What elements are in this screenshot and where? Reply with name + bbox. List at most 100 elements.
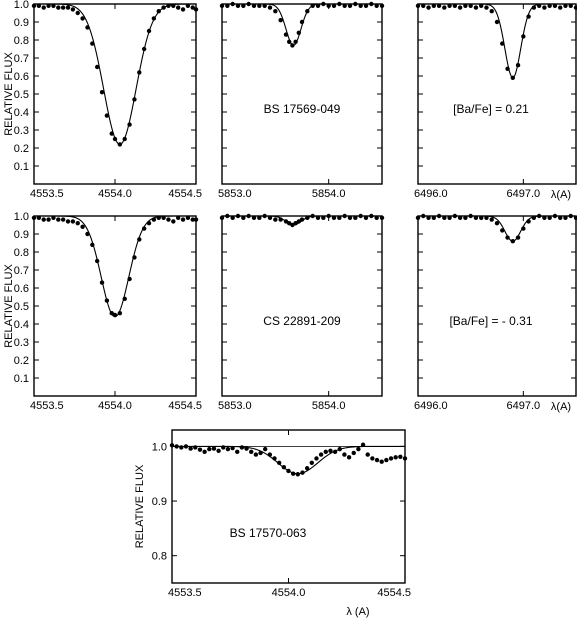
row2-panel1-point	[75, 221, 80, 226]
row1-panel1-point	[90, 41, 95, 46]
bottom-panel-point	[249, 449, 254, 455]
bottom-panel-ytick-label: 0.9	[152, 496, 167, 508]
row2-panel2-point	[267, 215, 273, 220]
row2-panel1-point	[60, 217, 66, 222]
bottom-panel-group	[169, 429, 408, 584]
bottom-panel-point	[332, 449, 338, 455]
bottom-panel-point	[365, 452, 370, 457]
row1-panel1-frame	[33, 3, 197, 185]
row2-panel2-point	[290, 222, 295, 228]
bottom-panel-point	[244, 446, 249, 451]
row2-panel1-point	[185, 215, 191, 220]
row2-abundance: [Ba/Fe] = - 0.31	[449, 314, 532, 328]
bottom-panel-point	[290, 471, 296, 476]
row1-panel1-point	[161, 5, 166, 10]
row1-panel2-point	[299, 19, 305, 25]
row2-panel3-point	[489, 217, 494, 222]
row2-panel3-point	[447, 215, 452, 220]
row2-panel3-point	[505, 235, 510, 240]
row1-panel1-ytick-label: 0.2	[14, 143, 29, 155]
bottom-panel-xtick-label: 4554.0	[272, 587, 306, 599]
row2-panel1-point	[180, 217, 186, 222]
row2-panel2-point	[287, 221, 292, 226]
row1-star-name: BS 17569-049	[264, 102, 341, 116]
row2-panel3-point	[547, 215, 552, 220]
row1-panel1-ytick-label: 0.9	[14, 17, 29, 29]
bottom-ylabel: RELATIVE FLUX	[134, 464, 146, 548]
row1-panel1-point	[94, 64, 100, 70]
row1-panel1-ytick-label: 0.7	[14, 53, 29, 65]
row2-panel1-xtick-label: 4554.5	[168, 400, 202, 412]
row1-panel3-point	[531, 5, 537, 10]
row1-panel1-point	[65, 5, 71, 10]
bottom-panel-point	[202, 449, 207, 455]
row2-panel1-point	[36, 215, 42, 220]
bottom-panel-point	[258, 450, 263, 456]
row2-panel2-xtick-label: 5854.0	[312, 400, 346, 412]
row1-panel3-point	[426, 5, 431, 10]
row2-panel1-point	[122, 296, 127, 301]
row2-xlabel: λ(A)	[551, 401, 571, 413]
row1-panel1-ytick-label: 0.6	[14, 71, 29, 83]
row1-panel1-point	[75, 10, 80, 16]
row2-ylabel: RELATIVE FLUX	[3, 264, 15, 348]
row1-panel3-point	[521, 34, 526, 39]
row2-panel1-point	[41, 217, 46, 222]
row1-panel2-point	[287, 39, 292, 44]
row2-panel1-frame	[33, 215, 197, 397]
row1-panel1-point	[99, 90, 105, 95]
row1-panel2-point	[278, 18, 283, 23]
row1-panel2-point	[267, 5, 273, 10]
row2-panel3-point	[563, 215, 568, 220]
row1-panel1-point	[137, 70, 142, 75]
row1-panel2-point	[293, 39, 298, 44]
row2-panel2-point	[296, 219, 301, 224]
row2-panel1-point	[85, 231, 90, 237]
row1-panel1-point	[104, 113, 110, 118]
row1-panel1-point	[60, 5, 66, 10]
bottom-panel-point	[388, 456, 394, 461]
bottom-panel-point	[393, 455, 398, 460]
row2-panel2-point	[278, 217, 283, 222]
row1-panel3-point	[484, 5, 489, 10]
row2-panel1-point	[46, 217, 51, 222]
bottom-panel-point	[179, 445, 184, 450]
row2-panel3-point	[457, 215, 463, 220]
bottom-panel-point	[239, 445, 245, 450]
row2-panel1-point	[132, 255, 137, 260]
row2-panel1-ytick-label: 0.5	[14, 301, 29, 313]
row1-panel2-point	[273, 9, 278, 14]
bottom-panel-point	[183, 444, 189, 449]
row1-panel1-point	[109, 131, 114, 136]
row1-panel2-xtick-label: 5854.0	[312, 188, 346, 200]
row2-panel1-ytick-label: 0.2	[14, 355, 29, 367]
row1-panel3-point	[500, 41, 505, 46]
bottom-panel-point	[337, 446, 342, 452]
bottom-panel-point	[374, 457, 380, 463]
row1-panel1-point	[146, 28, 152, 34]
bottom-xlabel: λ (A)	[346, 606, 369, 618]
bottom-panel-xtick-label: 4554.5	[377, 587, 411, 599]
row2-panel2-point	[299, 217, 305, 222]
row1-panel1-point	[127, 122, 132, 127]
bottom-panel-point	[384, 457, 389, 463]
row1-panel3-point	[489, 9, 494, 14]
row2-panel1-point	[70, 219, 76, 224]
bottom-panel-point	[267, 452, 273, 457]
row2-panel2-point	[283, 219, 289, 224]
row2-panel1-point	[109, 311, 114, 316]
row1-panel1-point	[190, 5, 195, 10]
bottom-panel-point	[328, 448, 333, 453]
bottom-panel-point	[351, 450, 356, 456]
row2-panel1-point	[112, 312, 118, 318]
row2-panel2-point	[257, 215, 262, 220]
row2-panel2-point	[331, 215, 337, 220]
bottom-panel-point	[197, 447, 203, 452]
row2-panel3-xtick-label: 6496.0	[414, 400, 448, 412]
row2-panel2-point	[363, 215, 369, 220]
row1-panel1-point	[117, 142, 123, 147]
row1-panel3-point	[505, 66, 510, 72]
row2-panel3-point	[426, 215, 431, 220]
row1-panel1-fit-curve	[34, 3, 196, 145]
